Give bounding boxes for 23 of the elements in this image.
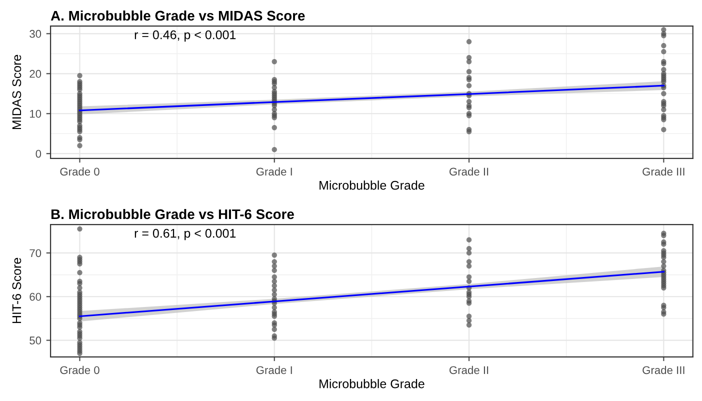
x-axis-title: Microbubble Grade	[320, 180, 424, 190]
y-tick-label: 50	[30, 336, 42, 344]
y-axis-title: HIT-6 Score	[12, 258, 22, 324]
y-tick-label: 0	[36, 150, 42, 158]
y-tick-label: 60	[30, 292, 42, 301]
x-tick-label: Grade I	[256, 366, 292, 374]
x-tick-label: Grade II	[450, 366, 488, 374]
y-tick-label: 10	[30, 110, 42, 118]
annotation: r = 0.46, p < 0.001	[134, 30, 236, 42]
y-tick-label: 20	[30, 70, 42, 78]
y-axis-title: MIDAS Score	[12, 54, 22, 130]
y-tick-label: 30	[30, 30, 42, 38]
y-tick-label: 70	[30, 249, 42, 258]
x-tick-label: Grade II	[450, 167, 488, 176]
x-tick-label: Grade III	[642, 167, 684, 176]
chart-title: B. Microbubble Grade vs HIT-6 Score	[51, 208, 294, 220]
x-tick-label: Grade I	[256, 167, 292, 176]
annotation: r = 0.61, p < 0.001	[134, 228, 236, 240]
x-axis-title: Microbubble Grade	[320, 379, 424, 388]
chart-title: A. Microbubble Grade vs MIDAS Score	[50, 10, 305, 21]
x-tick-label: Grade 0	[60, 366, 100, 374]
x-tick-label: Grade III	[642, 366, 684, 374]
x-tick-label: Grade 0	[60, 167, 100, 176]
